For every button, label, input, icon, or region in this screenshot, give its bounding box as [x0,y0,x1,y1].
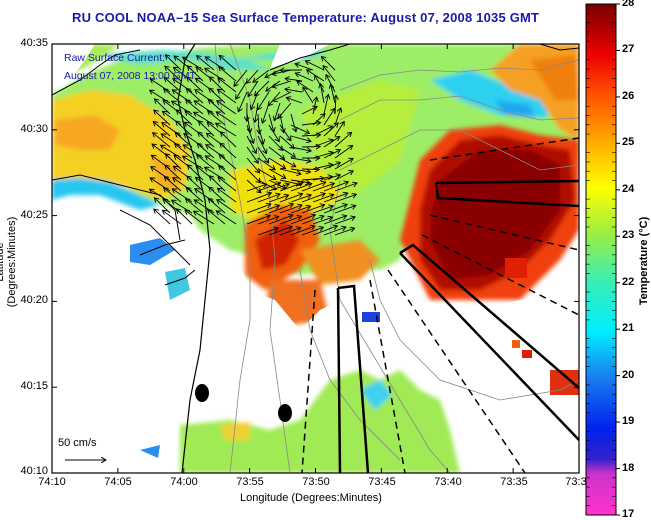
colorbar-tick-label: 17 [622,508,634,520]
scale-vector-label: 50 cm/s [58,437,97,449]
station-marker-1[interactable] [195,384,209,402]
colorbar-tick-label: 25 [622,136,634,148]
colorbar-tick-label: 28 [622,0,634,9]
x-tick-label: 73:3 [551,476,601,488]
x-tick-label: 73:55 [225,476,275,488]
x-tick-label: 73:40 [423,476,473,488]
colorbar-tick-label: 26 [622,90,634,102]
x-tick-label: 74:00 [159,476,209,488]
colorbar-tick-label: 23 [622,229,634,241]
station-marker-2[interactable] [278,404,292,422]
annotation-line-1: Raw Surface Current: [64,52,165,64]
colorbar [586,4,616,515]
colorbar-tick-label: 21 [622,322,634,334]
colorbar-tick-label: 20 [622,369,634,381]
y-axis-label: Latitude (Degrees:Minutes) [0,202,18,322]
colorbar-label: Temperature (°C) [638,191,650,331]
y-tick-label: 40:35 [4,37,48,49]
colorbar-tick-label: 27 [622,43,634,55]
sst-field [52,44,579,473]
colorbar-tick-label: 18 [622,462,634,474]
y-tick-label: 40:15 [4,380,48,392]
y-tick-label: 40:30 [4,123,48,135]
colorbar-tick-label: 19 [622,415,634,427]
annotation-line-2: August 07, 2008 13:00 GMT [64,70,196,82]
x-tick-label: 73:50 [291,476,341,488]
colorbar-tick-label: 22 [622,276,634,288]
x-tick-label: 74:10 [27,476,77,488]
current-vector [302,169,319,170]
x-tick-label: 74:05 [93,476,143,488]
x-axis-label: Longitude (Degrees:Minutes) [240,492,382,504]
colorbar-tick-label: 24 [622,183,634,195]
x-tick-label: 73:45 [357,476,407,488]
x-tick-label: 73:35 [489,476,539,488]
